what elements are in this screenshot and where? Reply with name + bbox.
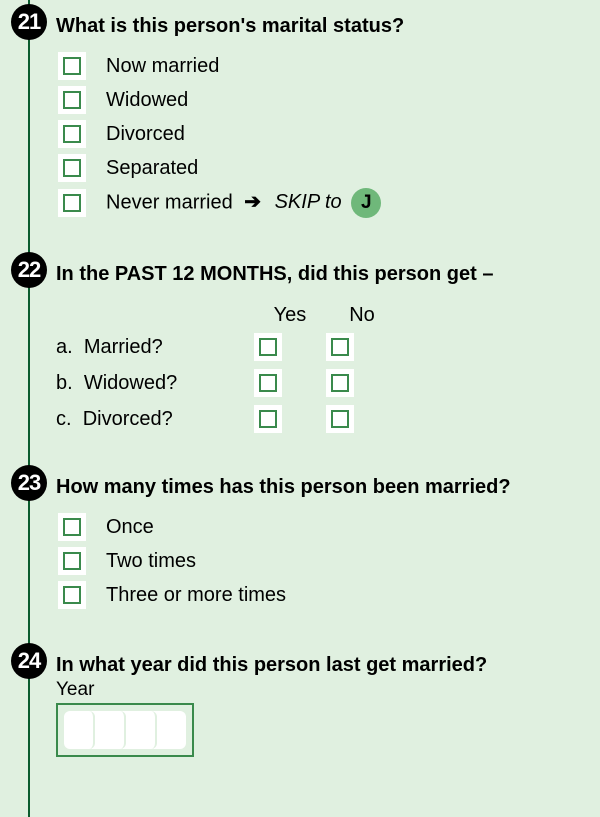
question-number-badge: 21 xyxy=(11,4,47,40)
checkbox-wrap xyxy=(58,86,86,114)
question-21: 21 What is this person's marital status?… xyxy=(0,0,600,232)
question-23-options: Once Two times Three or more times xyxy=(56,513,590,609)
year-digit[interactable] xyxy=(126,711,157,749)
question-text: How many times has this person been marr… xyxy=(56,475,590,499)
option-label: Now married xyxy=(106,55,219,78)
checkbox-wrap xyxy=(58,154,86,182)
checkbox[interactable] xyxy=(63,91,81,109)
option-label: Divorced xyxy=(106,123,185,146)
checkbox[interactable] xyxy=(63,125,81,143)
year-input[interactable] xyxy=(64,711,186,749)
question-22: 22 In the PAST 12 MONTHS, did this perso… xyxy=(0,248,600,445)
question-text: In the PAST 12 MONTHS, did this person g… xyxy=(56,262,590,286)
checkbox-wrap xyxy=(254,333,282,361)
skip-target-badge: J xyxy=(351,188,381,218)
checkbox-wrap xyxy=(254,405,282,433)
option-row: Now married xyxy=(58,52,590,80)
row-text: Married? xyxy=(84,336,163,358)
skip-instruction: SKIP to xyxy=(275,191,342,213)
column-header-no: No xyxy=(326,300,398,329)
checkbox-no[interactable] xyxy=(331,410,349,428)
checkbox-wrap xyxy=(58,120,86,148)
checkbox[interactable] xyxy=(63,586,81,604)
row-prefix: a. xyxy=(56,336,73,358)
checkbox[interactable] xyxy=(63,159,81,177)
checkbox-wrap xyxy=(58,52,86,80)
option-label: Three or more times xyxy=(106,584,286,607)
checkbox-wrap xyxy=(254,369,282,397)
option-label: Two times xyxy=(106,550,196,573)
option-row: Once xyxy=(58,513,590,541)
checkbox[interactable] xyxy=(63,518,81,536)
question-text: What is this person's marital status? xyxy=(56,14,590,38)
question-text: In what year did this person last get ma… xyxy=(56,653,590,677)
question-number-badge: 23 xyxy=(11,465,47,501)
grid-header-empty xyxy=(56,300,254,329)
checkbox-yes[interactable] xyxy=(259,338,277,356)
question-21-options: Now married Widowed Divorced Separated N… xyxy=(56,52,590,218)
checkbox[interactable] xyxy=(63,57,81,75)
question-23: 23 How many times has this person been m… xyxy=(0,461,600,623)
column-header-yes: Yes xyxy=(254,300,326,329)
year-digit[interactable] xyxy=(64,711,95,749)
checkbox-no[interactable] xyxy=(331,338,349,356)
checkbox-wrap xyxy=(58,513,86,541)
option-row: Never married ➔ SKIP to J xyxy=(58,188,590,218)
option-row: Separated xyxy=(58,154,590,182)
question-24: 24 In what year did this person last get… xyxy=(0,639,600,765)
checkbox-wrap xyxy=(326,333,354,361)
row-prefix: b. xyxy=(56,372,73,394)
row-label: b. Widowed? xyxy=(56,365,254,401)
year-input-box xyxy=(56,703,194,757)
arrow-icon: ➔ xyxy=(244,189,261,214)
checkbox-no[interactable] xyxy=(331,374,349,392)
row-text: Widowed? xyxy=(84,372,177,394)
year-digit[interactable] xyxy=(157,711,186,749)
checkbox-wrap xyxy=(58,581,86,609)
option-row: Three or more times xyxy=(58,581,590,609)
checkbox[interactable] xyxy=(63,552,81,570)
option-label: Once xyxy=(106,516,154,539)
year-label: Year xyxy=(56,679,590,701)
option-label: Widowed xyxy=(106,89,188,112)
option-row: Widowed xyxy=(58,86,590,114)
checkbox-yes[interactable] xyxy=(259,410,277,428)
question-number-badge: 24 xyxy=(11,643,47,679)
checkbox-yes[interactable] xyxy=(259,374,277,392)
option-row: Divorced xyxy=(58,120,590,148)
checkbox-wrap xyxy=(58,547,86,575)
row-label: a. Married? xyxy=(56,329,254,365)
question-22-grid: Yes No a. Married? b. Widowed? c. Divorc… xyxy=(56,300,398,437)
checkbox[interactable] xyxy=(63,194,81,212)
option-text: Never married xyxy=(106,191,233,213)
option-label: Never married ➔ SKIP to J xyxy=(106,188,381,218)
row-label: c. Divorced? xyxy=(56,401,254,437)
checkbox-wrap xyxy=(326,369,354,397)
checkbox-wrap xyxy=(58,189,86,217)
option-label: Separated xyxy=(106,157,198,180)
row-prefix: c. xyxy=(56,408,72,430)
option-row: Two times xyxy=(58,547,590,575)
row-text: Divorced? xyxy=(83,408,173,430)
year-digit[interactable] xyxy=(95,711,126,749)
checkbox-wrap xyxy=(326,405,354,433)
question-number-badge: 22 xyxy=(11,252,47,288)
